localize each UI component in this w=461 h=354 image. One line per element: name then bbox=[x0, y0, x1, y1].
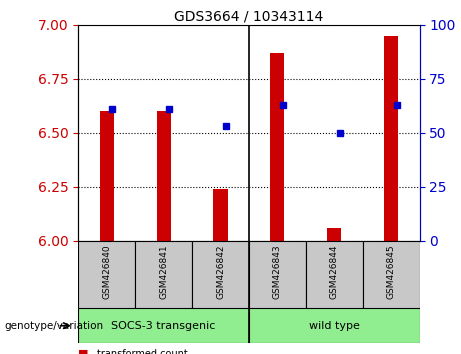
Text: GSM426844: GSM426844 bbox=[330, 244, 339, 298]
Bar bbox=[306, 241, 363, 308]
Text: GSM426840: GSM426840 bbox=[102, 244, 111, 299]
Bar bbox=[270, 53, 284, 241]
Bar bbox=[363, 241, 420, 308]
Bar bbox=[78, 241, 135, 308]
Bar bbox=[384, 35, 398, 241]
Bar bbox=[249, 241, 306, 308]
Bar bbox=[100, 111, 114, 241]
Bar bbox=[327, 228, 341, 241]
Text: GSM426843: GSM426843 bbox=[273, 244, 282, 299]
Bar bbox=[213, 189, 228, 241]
Bar bbox=[249, 308, 420, 343]
Bar bbox=[157, 111, 171, 241]
Bar bbox=[78, 308, 249, 343]
Text: GSM426845: GSM426845 bbox=[387, 244, 396, 299]
Text: GSM426842: GSM426842 bbox=[216, 244, 225, 298]
Text: SOCS-3 transgenic: SOCS-3 transgenic bbox=[112, 321, 216, 331]
Bar bbox=[192, 241, 249, 308]
Text: GSM426841: GSM426841 bbox=[159, 244, 168, 299]
Bar bbox=[135, 241, 192, 308]
Text: transformed count: transformed count bbox=[97, 349, 188, 354]
Text: wild type: wild type bbox=[309, 321, 360, 331]
Title: GDS3664 / 10343114: GDS3664 / 10343114 bbox=[174, 10, 324, 24]
Text: genotype/variation: genotype/variation bbox=[5, 321, 104, 331]
Text: ■: ■ bbox=[78, 349, 89, 354]
